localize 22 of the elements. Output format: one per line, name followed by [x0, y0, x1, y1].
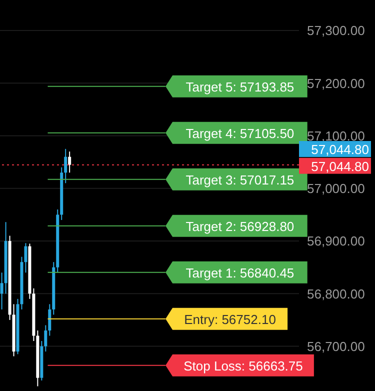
y-tick-label: 57,200.00	[307, 76, 365, 91]
candlestick	[48, 304, 52, 336]
y-tick-label: 57,300.00	[307, 23, 365, 38]
text: 57,044.80	[311, 142, 369, 157]
ref-line-label: Target 1: 56840.45	[186, 265, 294, 280]
y-tick-label: 57,000.00	[307, 181, 365, 196]
y-tick-label: 56,900.00	[307, 234, 365, 249]
ref-line-label: 57,044.80	[311, 158, 369, 174]
ref-line-label: Target 3: 57017.15	[186, 172, 294, 188]
candlestick	[44, 324, 48, 352]
y-tick-label: 56,700.00	[307, 338, 365, 354]
y-tick-label: 57,100.00	[307, 128, 365, 144]
candlestick	[0, 272, 4, 310]
candlestick	[68, 151, 72, 174]
ref-line-label: Target 4: 57105.50	[186, 126, 294, 141]
ref-line-label: Target 5: 57193.85	[186, 79, 294, 94]
y-tick-label: 56,800.00	[307, 286, 365, 302]
ref-line-label: Entry: 56752.10	[184, 312, 276, 327]
candlestick	[64, 148, 68, 184]
ref-line-label: Target 2: 56928.80	[186, 218, 294, 234]
candlestick	[24, 242, 28, 274]
ref-line-label: Stop Loss: 56663.75	[184, 358, 303, 374]
